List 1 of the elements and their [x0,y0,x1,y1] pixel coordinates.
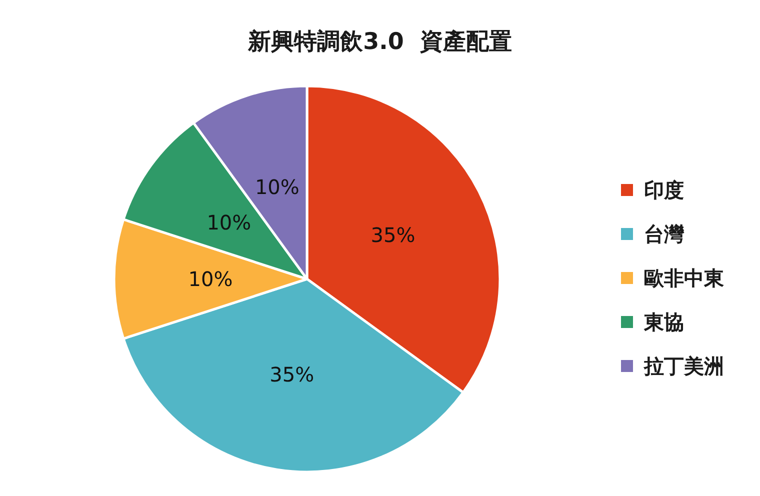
title: 新興特調飲3.0 資產配置 [248,29,512,55]
